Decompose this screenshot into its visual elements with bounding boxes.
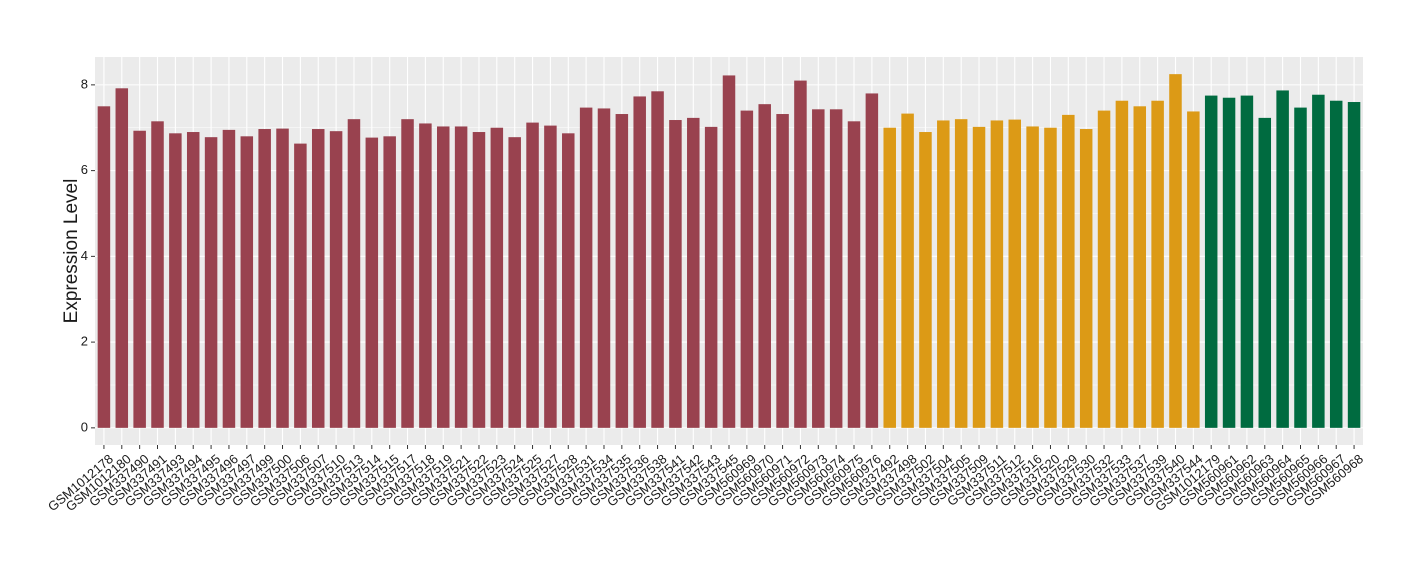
bar bbox=[990, 120, 1004, 428]
bar bbox=[722, 75, 736, 428]
bar bbox=[1079, 129, 1093, 428]
bar bbox=[276, 128, 289, 428]
bar bbox=[651, 91, 664, 428]
bar bbox=[1187, 111, 1200, 428]
bar bbox=[954, 119, 968, 428]
bar bbox=[186, 132, 200, 428]
bar bbox=[472, 132, 486, 428]
bar bbox=[1276, 90, 1289, 428]
bar bbox=[1133, 106, 1147, 428]
bar bbox=[1347, 102, 1361, 428]
bar bbox=[258, 129, 271, 428]
bar bbox=[633, 96, 646, 428]
bar bbox=[1026, 126, 1039, 428]
bar bbox=[937, 120, 950, 428]
bar bbox=[1062, 114, 1075, 428]
y-tick-label: 6 bbox=[81, 162, 88, 177]
bar bbox=[294, 143, 307, 428]
bar bbox=[490, 127, 504, 428]
bar bbox=[704, 126, 718, 428]
bar bbox=[329, 131, 343, 428]
bar bbox=[419, 123, 432, 428]
bar bbox=[1294, 107, 1307, 428]
bar bbox=[794, 80, 807, 428]
bar bbox=[1044, 127, 1057, 428]
bar bbox=[311, 129, 325, 428]
bar bbox=[597, 108, 611, 428]
bar bbox=[383, 136, 396, 428]
y-axis-label: Expression Level bbox=[61, 179, 82, 324]
bar bbox=[919, 132, 932, 428]
bar bbox=[687, 117, 700, 428]
bar bbox=[865, 93, 879, 428]
bar bbox=[740, 110, 754, 428]
bar bbox=[758, 104, 771, 428]
bar bbox=[1240, 95, 1254, 428]
bar bbox=[454, 126, 468, 428]
bar bbox=[1258, 117, 1272, 428]
bar bbox=[829, 109, 843, 428]
bar bbox=[151, 121, 164, 428]
bar bbox=[222, 129, 236, 428]
bar bbox=[901, 113, 914, 428]
bar bbox=[204, 137, 218, 428]
bar bbox=[669, 120, 682, 428]
bar bbox=[544, 125, 557, 428]
bar bbox=[97, 106, 111, 428]
bar bbox=[437, 126, 450, 428]
bar bbox=[526, 122, 539, 428]
bar bbox=[347, 119, 361, 428]
bar bbox=[615, 114, 629, 428]
bar bbox=[1151, 100, 1164, 428]
bar bbox=[579, 107, 593, 428]
bar bbox=[1169, 74, 1182, 428]
bar bbox=[883, 127, 896, 428]
bar bbox=[776, 114, 789, 428]
bar bbox=[847, 121, 861, 428]
y-tick-label: 2 bbox=[81, 334, 88, 349]
bar bbox=[240, 136, 254, 428]
bar bbox=[365, 137, 379, 428]
bar bbox=[972, 126, 986, 428]
bar bbox=[401, 119, 414, 428]
y-tick-label: 4 bbox=[81, 248, 88, 263]
bar bbox=[1097, 110, 1111, 428]
bar bbox=[562, 133, 575, 428]
y-tick-label: 0 bbox=[81, 419, 88, 434]
bar bbox=[1008, 119, 1021, 428]
bar bbox=[1312, 94, 1325, 428]
bar bbox=[1115, 100, 1129, 428]
bar bbox=[1204, 95, 1218, 428]
bar bbox=[812, 109, 825, 428]
y-tick-label: 8 bbox=[81, 76, 88, 91]
bar bbox=[508, 137, 521, 428]
bar bbox=[133, 130, 146, 428]
bar bbox=[1329, 100, 1343, 428]
bar bbox=[1222, 97, 1236, 428]
bar bbox=[169, 133, 182, 428]
bar bbox=[115, 88, 129, 428]
